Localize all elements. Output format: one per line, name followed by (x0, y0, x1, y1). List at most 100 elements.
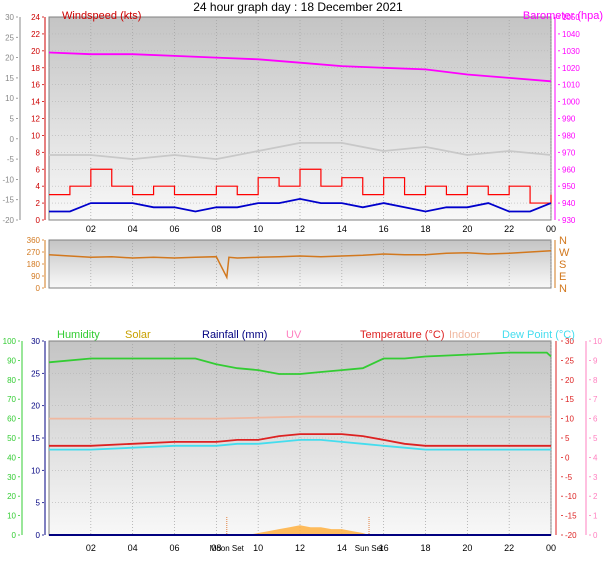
panel-1-right-axis-tick: 930 (562, 216, 576, 225)
panel-3-right-axis-tick: 30 (565, 337, 574, 346)
barometer-axis-label: Barometer (hpa) (523, 10, 603, 22)
panel-3-outer-left-axis-tick: 100 (3, 337, 17, 346)
panel-2-left-axis-tick: 360 (27, 236, 41, 245)
avg_wind-series (49, 197, 552, 213)
panel-3-outer-left-axis-tick: 80 (7, 376, 16, 385)
dewpoint-series (49, 438, 551, 451)
uv-legend-label: UV (286, 329, 302, 341)
panel-1-left-axis-tick: 14 (31, 98, 40, 107)
panel-1-left-axis-tick: 12 (31, 115, 40, 124)
solar-legend-label: Solar (125, 329, 151, 341)
panel-3-outer-right-axis-tick: 5 (593, 434, 598, 443)
panel-3-outer-left-axis-tick: 90 (7, 356, 16, 365)
panel-1-x-tick: 20 (462, 224, 472, 234)
panel-2-left-axis-tick: 90 (31, 272, 40, 281)
panel-3-outer-right-axis-tick: 6 (593, 415, 598, 424)
panel-1-outer-left-axis-tick: 0 (10, 135, 15, 144)
panel-1-outer-left-axis-tick: -20 (2, 216, 14, 225)
panel-1-right-axis-tick: 950 (562, 182, 576, 191)
panel-1-left-axis-tick: 22 (31, 30, 40, 39)
panel-1-right-axis-tick: 1040 (562, 30, 580, 39)
panel-2-left-axis-tick: 0 (36, 284, 41, 293)
panel-3-outer-left-axis-tick: 60 (7, 415, 16, 424)
panel-3-x-tick: 00 (546, 543, 556, 553)
direction-compass-label: N (559, 283, 567, 295)
panel-3-x-tick: 08 (211, 543, 221, 553)
panel-3-outer-left-axis-tick: 40 (7, 453, 16, 462)
panel-3-left-axis-tick: 0 (36, 531, 41, 540)
panel-1-right-axis-tick: 940 (562, 199, 576, 208)
panel-1-right-axis-tick: 1000 (562, 98, 580, 107)
panel-1-right-axis-tick: 1030 (562, 47, 580, 56)
panel-3-left-axis-tick: 30 (31, 337, 40, 346)
panel-1-x-tick: 00 (546, 224, 556, 234)
direction-series (48, 249, 552, 280)
graph-title: 24 hour graph day : 18 December 2021 (193, 0, 403, 14)
panel-3-outer-right-axis-tick: 0 (593, 531, 598, 540)
panel-3-right-axis-tick: 0 (565, 453, 570, 462)
panel-1-right-axis-tick: 1010 (562, 81, 580, 90)
panel-3-outer-right-axis-tick: 3 (593, 473, 598, 482)
humidity-series (48, 351, 552, 375)
panel-1-outer-left-axis-tick: 25 (5, 33, 14, 42)
panel-3-outer-right-axis-tick: 2 (593, 492, 598, 501)
panel-2-left-axis-tick: 270 (27, 248, 41, 257)
direction-compass-label: S (559, 259, 566, 271)
panel-3-x-tick: 16 (379, 543, 389, 553)
panel-1-x-tick: 08 (211, 224, 221, 234)
panel-1-x-tick: 10 (253, 224, 263, 234)
panel-3-outer-right-axis-tick: 4 (593, 453, 598, 462)
panel-1-x-tick: 06 (169, 224, 179, 234)
panel-1-x-tick: 12 (295, 224, 305, 234)
panel-1-x-tick: 16 (379, 224, 389, 234)
panel-3-x-tick: 10 (253, 543, 263, 553)
panel-1-outer-left-axis-tick: 30 (5, 13, 14, 22)
panel-3-left-axis-tick: 15 (31, 434, 40, 443)
dewpoint-legend-label: Dew Point (°C) (502, 329, 575, 341)
panel-3-left-axis-tick: 5 (36, 499, 41, 508)
panel-3-x-tick: 02 (86, 543, 96, 553)
panel-1-outer-left-axis-tick: -10 (2, 175, 14, 184)
temperature-series (49, 433, 551, 447)
panel-3-outer-right-axis-tick: 7 (593, 395, 598, 404)
panel-1-left-axis-tick: 18 (31, 64, 40, 73)
panel-1-left-axis-tick: 6 (36, 165, 41, 174)
panel-3-right-axis-tick: 5 (565, 434, 570, 443)
panel-3-outer-left-axis-tick: 20 (7, 492, 16, 501)
panel-1-right-axis-tick: 1050 (562, 13, 580, 22)
panel-1-outer-left-axis-tick: 10 (5, 94, 14, 103)
chart-panels: 302520151050-5-10-15-2024222018161412108… (2, 10, 603, 553)
panel-1-left-axis-tick: 20 (31, 47, 40, 56)
panel-3-right-axis-tick: 25 (565, 356, 574, 365)
panel-1-outer-left-axis-tick: 15 (5, 74, 14, 83)
astronomy-annotation: Sun Set (355, 544, 384, 553)
temperature-legend-label: Temperature (°C) (360, 329, 444, 341)
panel-1-x-tick: 14 (337, 224, 347, 234)
barometer-series (48, 51, 552, 83)
panel-1-outer-left-axis-tick: 20 (5, 54, 14, 63)
astronomy-annotation: Moon Set (210, 544, 245, 553)
panel-3-left-axis-tick: 10 (31, 466, 40, 475)
humidity-legend-label: Humidity (57, 329, 100, 341)
panel-3-right-axis-tick: -20 (565, 531, 577, 540)
panel-1-outer-left-axis-tick: -5 (7, 155, 15, 164)
gust-series (49, 168, 552, 204)
panel-3-left-axis-tick: 20 (31, 402, 40, 411)
windspeed-axis-label: Windspeed (kts) (62, 10, 141, 22)
panel-3-outer-right-axis-tick: 8 (593, 376, 598, 385)
panel-3-x-tick: 04 (128, 543, 138, 553)
panel-1-x-tick: 22 (504, 224, 514, 234)
panel-1-x-tick: 04 (128, 224, 138, 234)
panel-1-x-tick: 02 (86, 224, 96, 234)
panel-1-right-axis-tick: 960 (562, 165, 576, 174)
panel-1-right-axis-tick: 970 (562, 148, 576, 157)
panel-3-outer-left-axis-tick: 70 (7, 395, 16, 404)
panel-3-right-axis-tick: -15 (565, 512, 577, 521)
panel-1-left-axis-tick: 10 (31, 131, 40, 140)
panel-3-outer-left-axis-tick: 10 (7, 512, 16, 521)
solar-area (247, 525, 370, 535)
direction-compass-label: N (559, 235, 567, 247)
panel-3-x-tick: 20 (462, 543, 472, 553)
panel-3-outer-right-axis-tick: 10 (593, 337, 602, 346)
